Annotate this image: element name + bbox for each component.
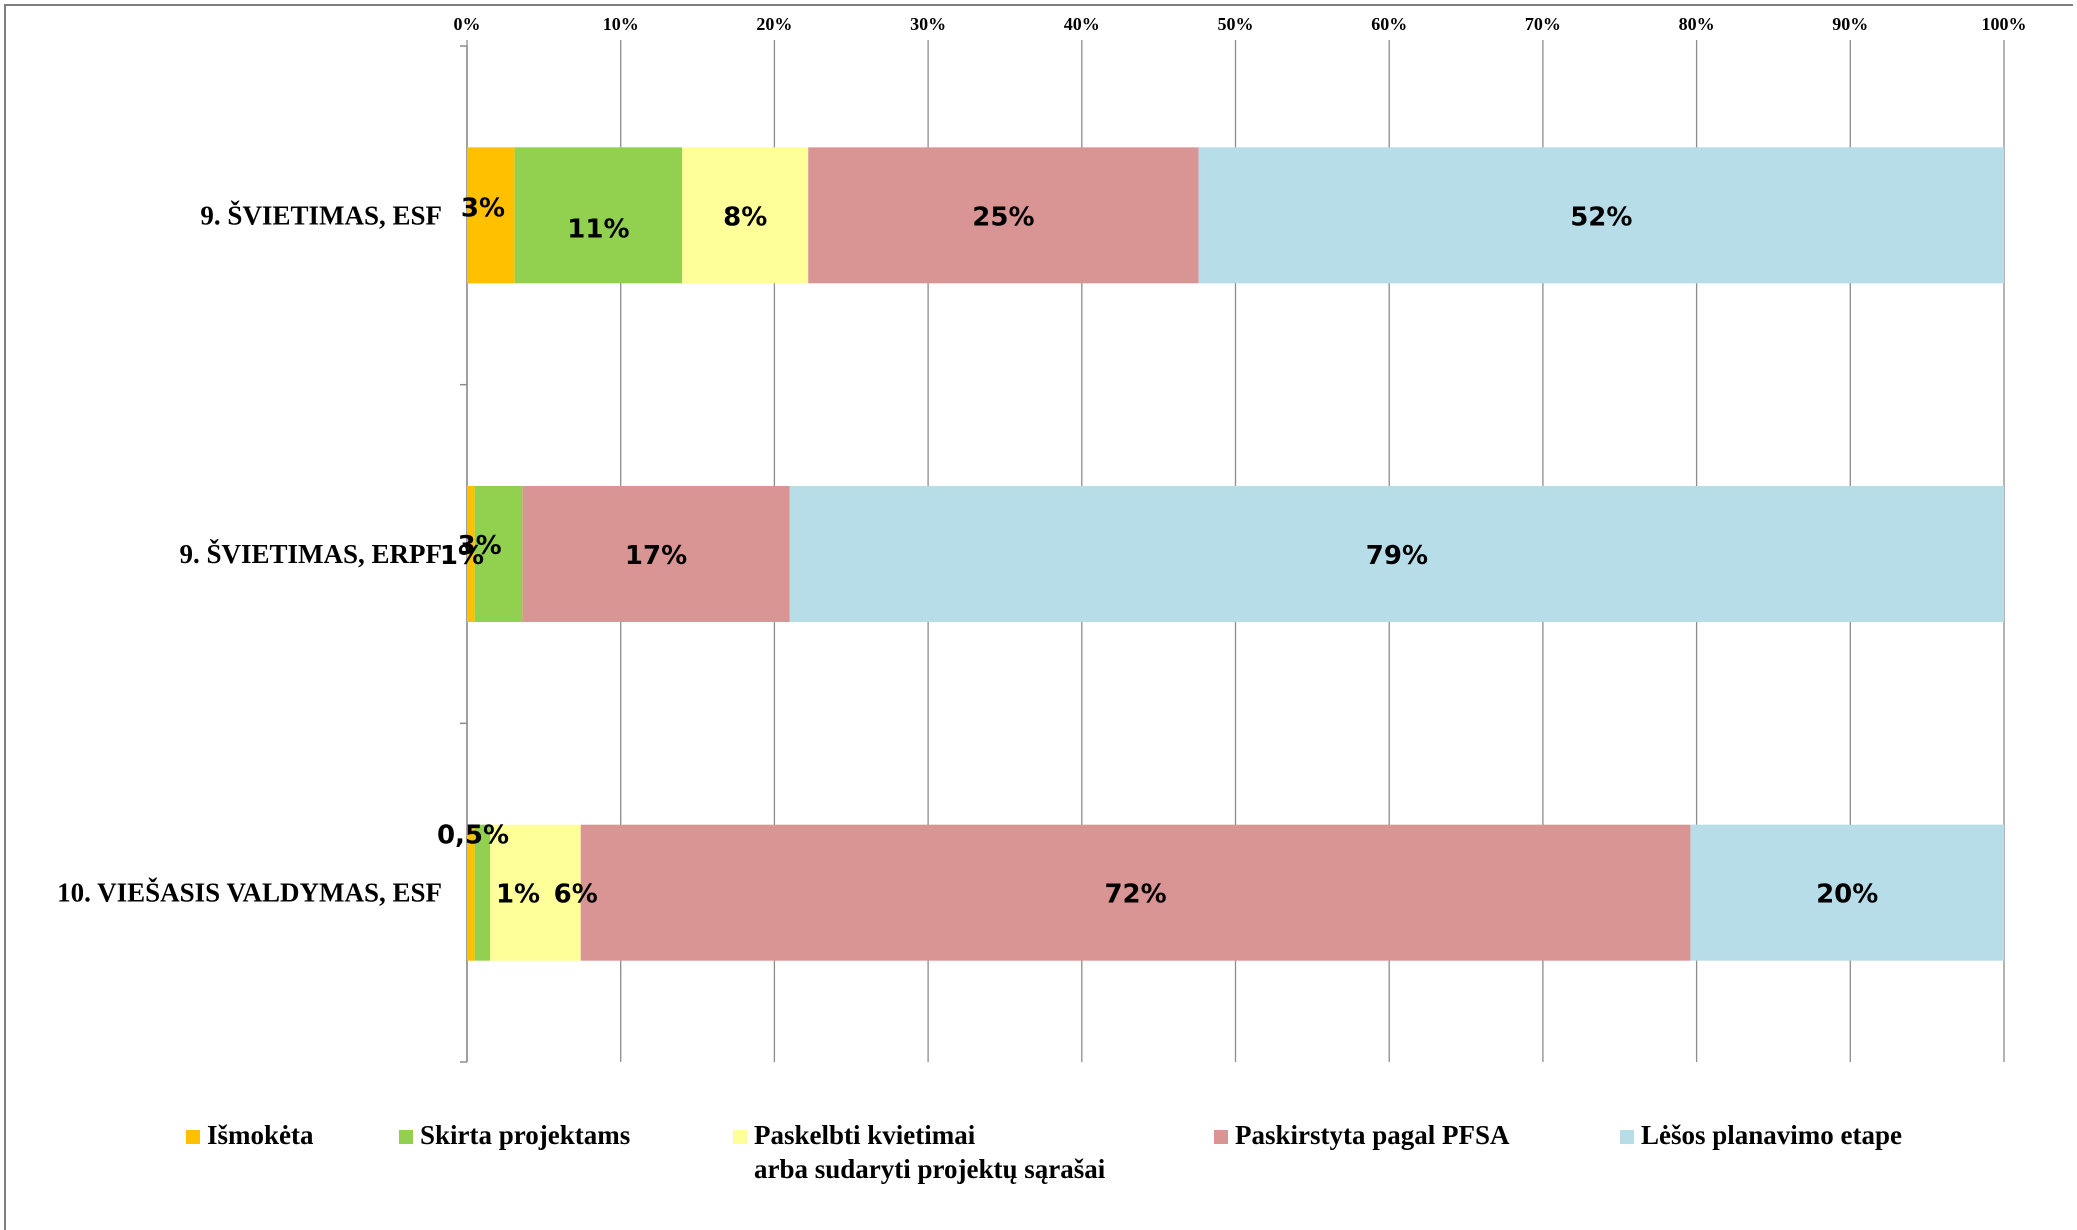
x-tick-label: 0% (454, 14, 481, 34)
x-tick-label: 60% (1371, 14, 1407, 34)
bar-segment (580, 824, 1691, 961)
x-tick-label: 80% (1679, 14, 1715, 34)
legend-swatch (1620, 1130, 1634, 1144)
bar-segment (467, 486, 475, 622)
legend-swatch (186, 1130, 200, 1144)
data-label: 52% (1570, 202, 1632, 232)
x-tick-label: 100% (1982, 14, 2027, 34)
data-label: 3% (458, 531, 502, 561)
legend-swatch (1214, 1130, 1228, 1144)
category-label: 10. VIEŠASIS VALDYMAS, ESF (57, 878, 442, 908)
legend-label: arba sudaryti projektų sąrašai (754, 1154, 1106, 1184)
x-tick-label: 40% (1064, 14, 1100, 34)
x-tick-label: 10% (603, 14, 639, 34)
bar-segment (522, 486, 790, 622)
bar-segment (490, 824, 581, 961)
bar-segment (467, 147, 515, 284)
legend-label: Paskelbti kvietimai (754, 1120, 976, 1150)
legend-swatch (399, 1130, 413, 1144)
legend-swatch (733, 1130, 747, 1144)
data-label: 72% (1104, 880, 1166, 910)
bar-segment (1198, 147, 2004, 284)
bar-segment (1690, 824, 2004, 961)
legend-label: Skirta projektams (420, 1120, 630, 1150)
bar-segment (474, 486, 523, 622)
category-label: 9. ŠVIETIMAS, ERPF (179, 539, 442, 569)
x-tick-label: 90% (1832, 14, 1868, 34)
data-label: 6% (554, 880, 598, 910)
bar-segment (682, 147, 809, 284)
data-label: 1% (496, 880, 540, 910)
legend-label: Paskirstyta pagal PFSA (1235, 1120, 1510, 1150)
data-label: 25% (972, 202, 1034, 232)
data-label: 11% (567, 214, 629, 244)
data-label: 17% (625, 541, 687, 571)
data-label: 0,5% (437, 821, 509, 851)
bar-segment (514, 147, 683, 284)
bar-segment (789, 486, 2004, 622)
category-label: 9. ŠVIETIMAS, ESF (200, 200, 442, 230)
data-label: 20% (1816, 880, 1878, 910)
bar-segment (474, 824, 491, 961)
bar-segment (467, 824, 475, 961)
data-label: 8% (723, 202, 767, 232)
legend-label: Išmokėta (207, 1120, 314, 1150)
x-tick-label: 70% (1525, 14, 1561, 34)
legend-label: Lėšos planavimo etape (1641, 1120, 1902, 1150)
x-tick-label: 30% (910, 14, 946, 34)
data-label: 1% (440, 541, 484, 571)
x-tick-label: 50% (1218, 14, 1254, 34)
data-label: 79% (1366, 541, 1428, 571)
bar-segment (808, 147, 1199, 284)
data-label: 3% (461, 193, 505, 223)
x-tick-label: 20% (756, 14, 792, 34)
